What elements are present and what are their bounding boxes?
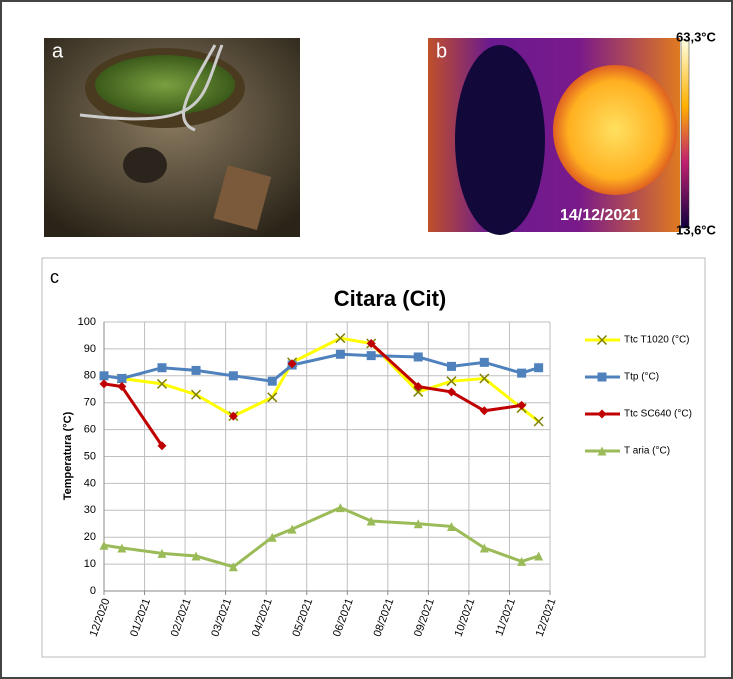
marker [267,376,277,386]
marker [99,379,109,389]
marker [533,416,544,427]
marker [446,387,456,397]
y-tick-label: 100 [78,316,96,328]
marker [479,357,489,367]
y-tick-label: 50 [84,450,96,462]
legend-label: Ttc SC640 (°C) [624,409,692,420]
y-tick-label: 20 [84,531,96,543]
legend-label: Ttp (°C) [624,372,659,383]
marker [479,373,490,384]
marker [517,400,527,410]
marker [157,548,167,558]
y-tick-label: 30 [84,504,96,516]
y-tick-label: 0 [90,585,96,597]
marker [157,363,167,373]
marker [446,521,456,531]
marker [413,386,424,397]
series-line [103,352,540,383]
y-tick-label: 10 [84,558,96,570]
marker [534,363,544,373]
legend-marker [597,446,607,456]
marker [335,503,345,513]
photo-a [44,38,300,237]
marker [335,349,345,359]
marker [366,516,376,526]
panel-label: c [50,267,59,287]
marker [366,351,376,361]
marker [117,373,127,383]
thermal-max: 63,3°C [676,29,717,44]
thermal-date: 14/12/2021 [560,207,640,224]
marker [479,543,489,553]
y-tick-label: 90 [84,343,96,355]
marker [479,406,489,416]
marker [191,551,201,561]
chart-title: Citara (Cit) [334,286,446,311]
marker [267,392,278,403]
marker [335,333,346,344]
y-tick-label: 60 [84,424,96,436]
marker [413,352,423,362]
marker [191,389,202,400]
marker [534,551,544,561]
marker [156,378,168,389]
legend-marker [597,409,607,419]
marker [413,519,423,529]
thermal-image-b [428,38,690,235]
marker [517,368,527,378]
marker [117,382,127,392]
marker [228,562,238,572]
legend-marker [596,334,608,346]
y-tick-label: 70 [84,397,96,409]
legend-label: Ttc T1020 (°C) [624,335,690,346]
legend-label: T aria (°C) [624,446,670,457]
marker [366,339,376,349]
marker [446,361,456,371]
thermal-min: 13,6°C [676,222,717,237]
panel-label: b [436,40,447,62]
marker [228,411,238,421]
marker [446,376,457,387]
marker [99,540,109,550]
marker [191,365,201,375]
legend-marker [597,372,607,382]
marker [287,359,297,369]
series-line [103,505,540,569]
marker [267,532,277,542]
marker [117,543,127,553]
marker [517,556,527,566]
marker [228,371,238,381]
y-tick-label: 40 [84,477,96,489]
panel-label: a [52,40,64,62]
marker [287,524,297,534]
marker [157,441,167,451]
y-axis-title: Temperatura (°C) [62,411,74,500]
marker [99,371,109,381]
marker [413,382,423,392]
y-tick-label: 80 [84,370,96,382]
